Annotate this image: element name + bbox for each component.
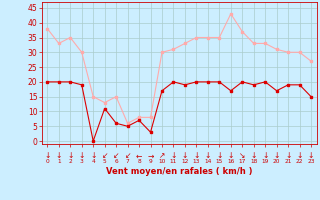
Text: ↓: ↓: [67, 151, 74, 160]
Text: ↓: ↓: [274, 151, 280, 160]
Text: ↙: ↙: [113, 151, 119, 160]
Text: ↓: ↓: [170, 151, 177, 160]
Text: ←: ←: [136, 151, 142, 160]
Text: ↓: ↓: [90, 151, 96, 160]
Text: ↓: ↓: [56, 151, 62, 160]
Text: →: →: [147, 151, 154, 160]
Text: ↓: ↓: [262, 151, 268, 160]
Text: ↓: ↓: [193, 151, 200, 160]
Text: ↓: ↓: [216, 151, 222, 160]
Text: ↗: ↗: [159, 151, 165, 160]
Text: ↓: ↓: [285, 151, 291, 160]
Text: ↘: ↘: [239, 151, 245, 160]
Text: ↓: ↓: [251, 151, 257, 160]
Text: ↓: ↓: [205, 151, 211, 160]
Text: ↓: ↓: [78, 151, 85, 160]
Text: ↙: ↙: [124, 151, 131, 160]
X-axis label: Vent moyen/en rafales ( km/h ): Vent moyen/en rafales ( km/h ): [106, 167, 252, 176]
Text: ↓: ↓: [308, 151, 314, 160]
Text: ↓: ↓: [182, 151, 188, 160]
Text: ↓: ↓: [296, 151, 303, 160]
Text: ↓: ↓: [228, 151, 234, 160]
Text: ↙: ↙: [101, 151, 108, 160]
Text: ↓: ↓: [44, 151, 51, 160]
